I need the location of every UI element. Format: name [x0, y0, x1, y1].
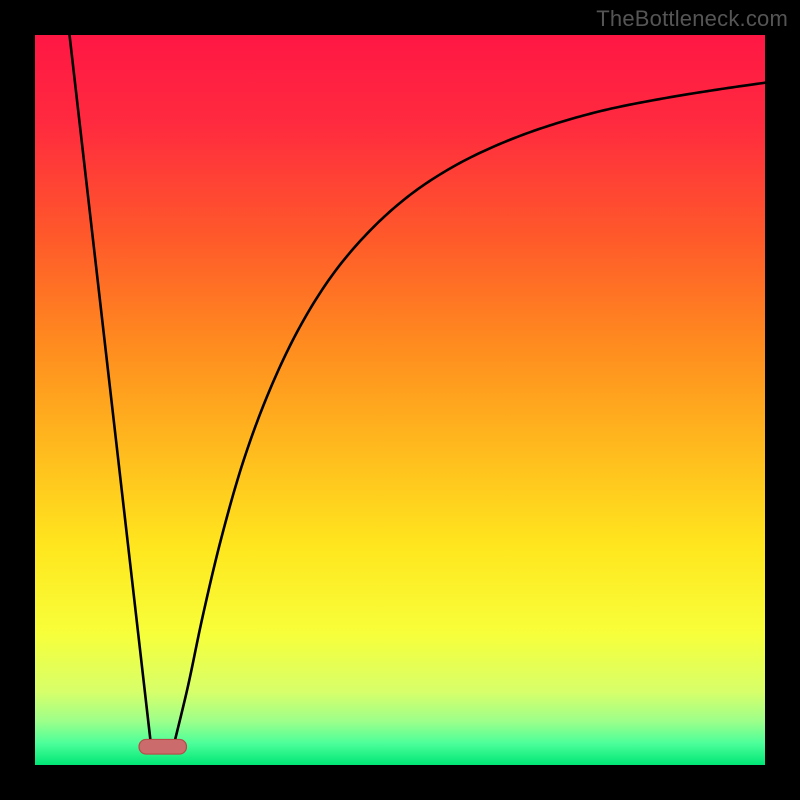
- bottleneck-chart: [0, 0, 800, 800]
- watermark-text: TheBottleneck.com: [596, 6, 788, 32]
- chart-container: { "watermark": "TheBottleneck.com", "can…: [0, 0, 800, 800]
- plot-background: [35, 35, 765, 765]
- minimum-marker: [139, 739, 186, 754]
